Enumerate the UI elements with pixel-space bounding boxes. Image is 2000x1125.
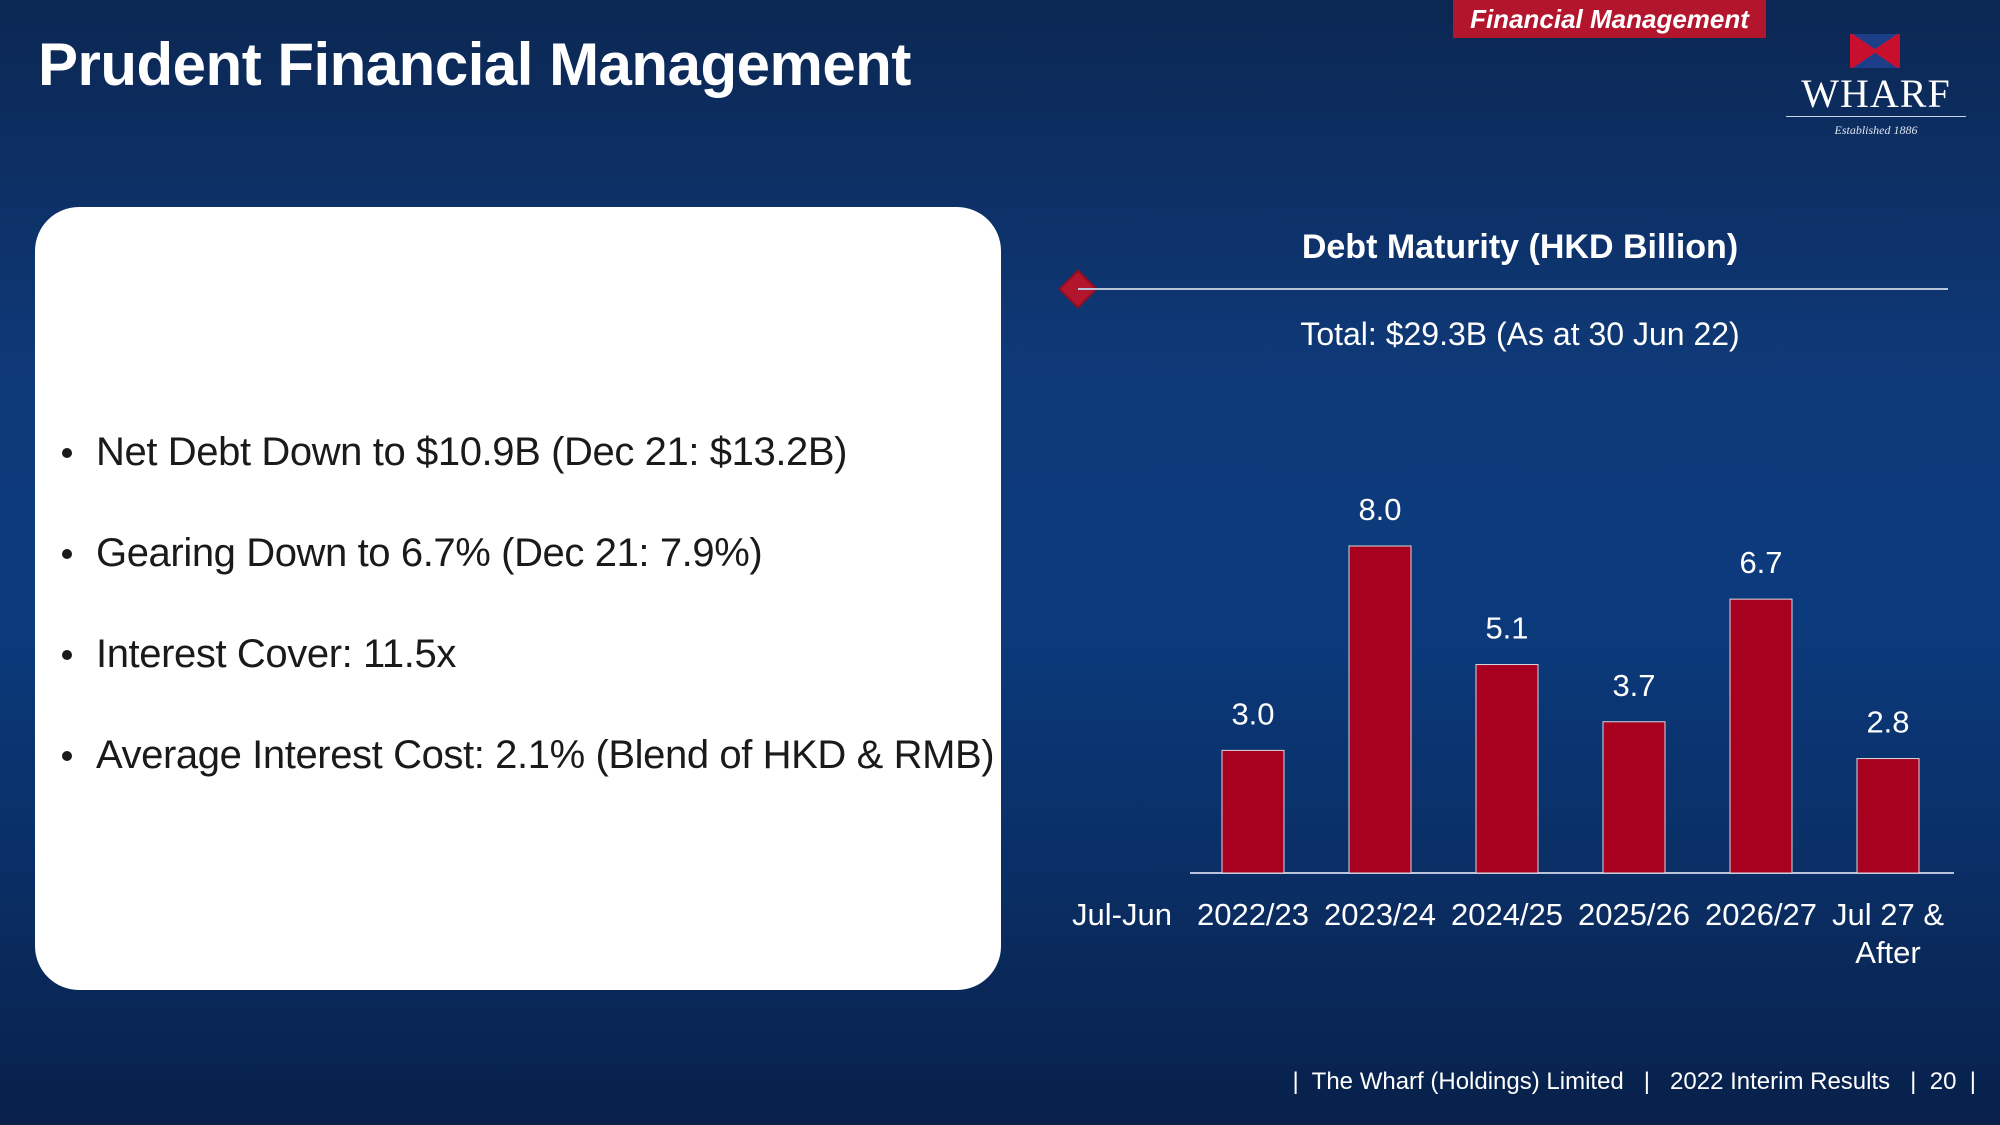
bar-value-label: 2.8 [1866, 705, 1909, 740]
bullet-net-debt: Net Debt Down to $10.9B (Dec 21: $13.2B) [58, 420, 994, 521]
chart-title: Debt Maturity (HKD Billion) [1301, 228, 1739, 266]
logo-established: Established 1886 [1834, 123, 1918, 137]
bar [1856, 758, 1920, 874]
x-tick-label: 2026/27 [1705, 897, 1817, 932]
x-tick-label: After [1855, 935, 1920, 970]
highlights-card [35, 207, 1001, 990]
chart-subtitle: Total: $29.3B (As at 30 Jun 22) [1300, 316, 1740, 352]
bullet-interest-cost: Average Interest Cost: 2.1% (Blend of HK… [58, 723, 995, 824]
footer-report: 2022 Interim Results [1670, 1068, 1891, 1095]
highlights-list: Net Debt Down to $10.9B (Dec 21: $13.2B)… [58, 420, 995, 824]
debt-maturity-chart: Jul-Jun 3.0 2022/23 8.0 2023/24 5.1 2024/25 3.7… [1072, 492, 1954, 970]
x-tick-label: Jul 27 & [1832, 897, 1944, 932]
footer: | The Wharf (Holdings) Limited | 2022 In… [1292, 1068, 1976, 1095]
section-tag: Financial Management [1453, 0, 1766, 38]
chart-title-divider [1078, 288, 1948, 290]
x-tick-label: 2022/23 [1197, 897, 1309, 932]
bar [1729, 598, 1793, 874]
bar-value-label: 5.1 [1485, 611, 1528, 646]
bar [1348, 545, 1412, 874]
x-tick-label: 2023/24 [1324, 897, 1436, 932]
x-tick-label: 2024/25 [1451, 897, 1563, 932]
bar-value-label: 8.0 [1358, 492, 1401, 527]
bar-value-label: 3.7 [1612, 668, 1655, 703]
x-tick-label: 2025/26 [1578, 897, 1690, 932]
logo-brand: WHARF [1801, 71, 1951, 116]
bar-value-label: 3.0 [1231, 696, 1274, 731]
bar-value-label: 6.7 [1739, 545, 1782, 580]
bar [1475, 664, 1539, 874]
bar [1602, 721, 1666, 874]
footer-page-number: 20 [1929, 1068, 1957, 1095]
page-title: Prudent Financial Management [38, 31, 911, 98]
footer-company: The Wharf (Holdings) Limited [1311, 1068, 1624, 1095]
bar [1221, 749, 1285, 874]
x-axis-title: Jul-Jun [1072, 897, 1172, 932]
bullet-interest-cover: Interest Cover: 11.5x [58, 622, 994, 723]
bullet-gearing: Gearing Down to 6.7% (Dec 21: 7.9%) [58, 521, 994, 622]
flag-icon [1850, 34, 1900, 68]
wharf-logo: WHARF Established 1886 [1784, 34, 1968, 144]
logo-divider [1786, 116, 1966, 117]
